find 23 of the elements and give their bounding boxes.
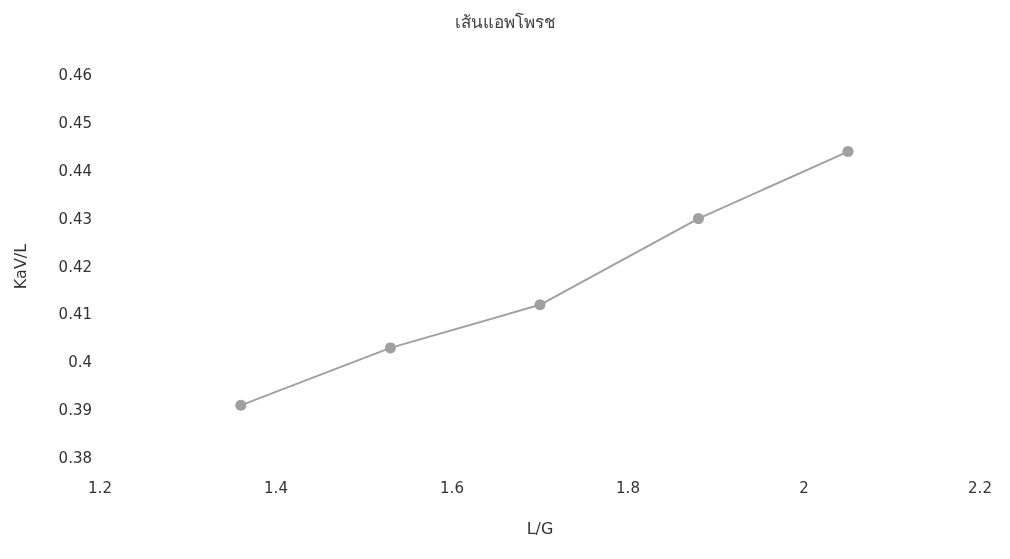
y-tick-label: 0.45 [58, 113, 92, 132]
y-tick-label: 0.46 [58, 66, 92, 84]
y-tick-label: 0.42 [58, 257, 92, 276]
chart-title: เส้นแอพโพรช [454, 11, 556, 32]
y-tick-label: 0.39 [58, 401, 92, 420]
x-tick-label: 2.2 [968, 478, 992, 497]
y-tick-label: 0.4 [68, 353, 92, 372]
x-tick-label: 1.8 [616, 478, 640, 497]
point [235, 399, 247, 411]
x-axis-title: L/G [526, 518, 554, 538]
x-tick-label: 2 [799, 478, 809, 497]
x-tick-label: 1.6 [440, 478, 464, 497]
y-axis-title: KaV/L [10, 243, 30, 290]
x-tick-label: 1.4 [264, 478, 288, 497]
point [384, 342, 396, 354]
x-tick-label: 1.2 [88, 478, 112, 497]
y-tick-label: 0.38 [58, 449, 92, 467]
point [692, 213, 704, 225]
y-tick-label: 0.41 [58, 305, 92, 324]
y-tick-label: 0.43 [58, 209, 92, 228]
point [842, 146, 854, 158]
y-tick-label: 0.44 [58, 161, 92, 180]
point [534, 299, 546, 311]
